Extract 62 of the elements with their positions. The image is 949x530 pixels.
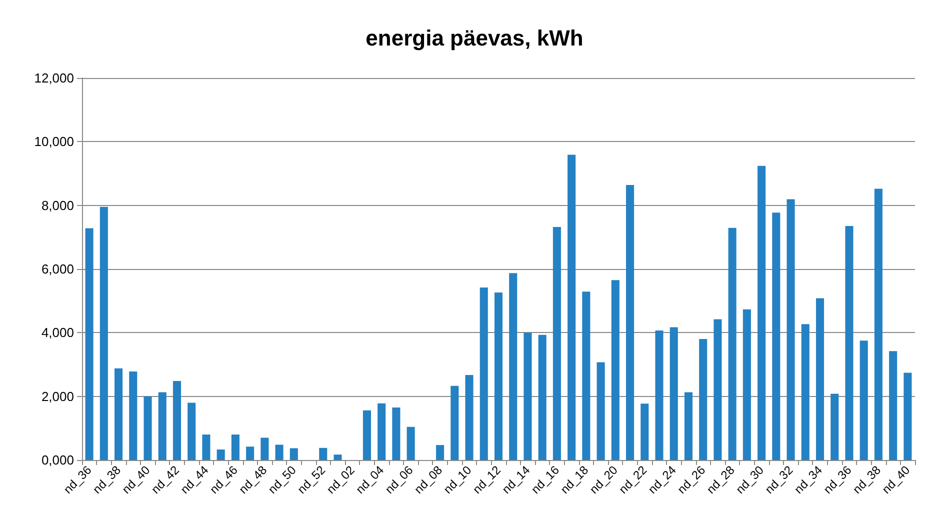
bar [801,324,810,460]
bar [275,444,284,460]
bar [378,403,386,460]
bar [728,228,736,460]
bar [188,402,196,460]
bar [158,392,166,460]
bar [860,340,868,460]
bar [129,372,138,460]
bar [465,375,474,460]
bar [246,446,254,460]
bar [216,449,225,460]
y-tick-label: 12,000 [34,70,74,86]
bar [699,339,708,460]
bar [319,448,328,460]
bar [85,228,94,460]
y-tick-label: 10,000 [34,134,74,150]
bar [670,327,678,460]
bar [538,334,546,460]
bar [524,332,532,460]
bar [436,445,444,460]
y-tick-label: 4,000 [41,325,74,340]
bar [582,292,590,460]
bar [845,226,854,460]
bar [260,438,269,460]
bar [392,407,400,460]
bar [290,448,298,460]
y-tick-label: 0,000 [41,452,74,468]
bar [611,280,620,460]
bar [144,396,152,460]
bar [714,319,722,460]
bar [758,166,766,460]
bar [100,206,108,460]
bar [830,394,839,460]
y-tick-label: 8,000 [41,198,74,213]
bar [684,392,692,460]
bar [889,351,898,460]
bar [786,199,795,460]
bar [904,372,912,460]
bar [596,362,605,460]
bar [202,434,210,460]
bar [640,404,649,460]
bar [552,226,561,460]
bar [172,381,182,460]
bar [406,426,415,460]
bar [816,298,824,460]
y-tick-label: 6,000 [41,262,74,276]
bar [874,188,882,460]
bar [480,287,488,460]
bar [509,273,518,460]
bar [362,410,371,460]
chart-title: energia päevas, kWh [366,26,584,50]
bar [568,154,576,460]
bar [114,368,123,460]
bar [494,292,503,460]
bar [334,454,342,460]
bar [655,330,664,460]
bar [742,309,751,460]
bar [626,184,634,460]
bar [772,212,780,460]
bar [231,434,240,460]
bar [450,386,459,460]
y-tick-label: 2,000 [41,388,74,404]
